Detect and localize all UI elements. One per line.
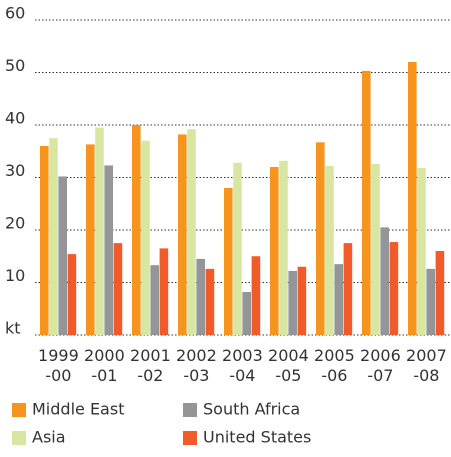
bar	[86, 144, 95, 335]
bar	[362, 70, 371, 336]
legend-label: Asia	[32, 428, 66, 447]
x-tick-label: 2005 -06	[314, 346, 355, 385]
x-tick-label: 2001 -02	[130, 346, 171, 385]
bar	[132, 125, 141, 335]
bar	[297, 266, 307, 335]
x-tick-label: 2002 -03	[176, 346, 217, 385]
bar	[325, 165, 334, 335]
bar	[95, 127, 104, 335]
bar	[408, 62, 417, 335]
bar	[426, 268, 435, 335]
bar	[435, 251, 445, 335]
bar	[178, 134, 187, 335]
legend-swatch	[183, 403, 197, 417]
bar	[159, 248, 169, 335]
bar	[141, 140, 150, 335]
bar	[113, 243, 123, 335]
legend-swatch	[12, 403, 26, 417]
bar	[104, 165, 113, 335]
bar	[242, 291, 251, 335]
bar	[196, 258, 205, 335]
bar	[316, 142, 325, 335]
bar	[150, 265, 159, 335]
bar	[49, 138, 58, 335]
x-tick-label: 2007 -08	[406, 346, 447, 385]
legend-swatch	[183, 431, 197, 445]
bar	[279, 160, 288, 335]
y-tick-label: 10	[5, 266, 25, 285]
y-tick-label: 50	[5, 56, 25, 75]
y-tick-label: 40	[5, 109, 25, 128]
bar	[371, 163, 380, 335]
bar	[343, 243, 353, 335]
legend-label: United States	[203, 428, 311, 447]
bar	[58, 176, 67, 335]
bar	[380, 227, 389, 335]
y-tick-label: 60	[5, 4, 25, 23]
x-tick-label: 2006 -07	[360, 346, 401, 385]
bar	[233, 162, 242, 335]
bar	[67, 254, 77, 335]
bar	[334, 264, 343, 335]
bar	[270, 167, 279, 335]
bar	[389, 242, 399, 335]
bar	[187, 129, 196, 335]
bar	[205, 268, 215, 335]
legend-label: Middle East	[32, 400, 124, 419]
x-tick-label: 2004 -05	[268, 346, 309, 385]
bar	[417, 168, 426, 335]
bar	[224, 188, 233, 335]
x-tick-label: 2003 -04	[222, 346, 263, 385]
legend-label: South Africa	[203, 400, 300, 419]
x-tick-label: 1999 -00	[38, 346, 79, 385]
y-tick-label: 20	[5, 214, 25, 233]
y-tick-label: kt	[5, 319, 21, 338]
bar	[251, 256, 261, 335]
bar	[40, 146, 49, 335]
x-tick-label: 2000 -01	[84, 346, 125, 385]
y-tick-label: 30	[5, 161, 25, 180]
bar	[288, 270, 297, 335]
legend-swatch	[12, 431, 26, 445]
